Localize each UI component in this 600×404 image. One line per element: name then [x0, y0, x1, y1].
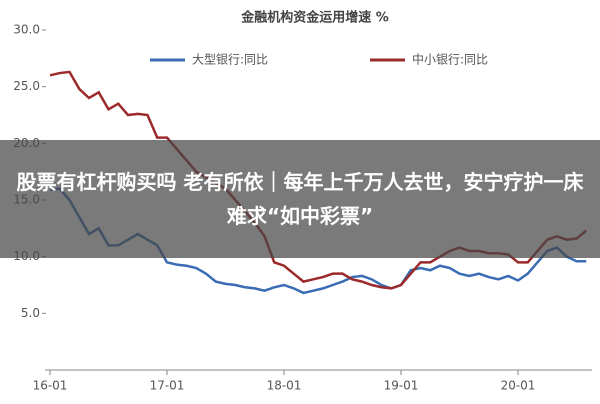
legend-label: 中小银行:同比	[412, 52, 488, 67]
legend-label: 大型银行:同比	[192, 53, 268, 67]
x-tick-label: 16-01	[33, 379, 68, 393]
x-tick-label: 20-01	[501, 379, 536, 393]
caption-text[interactable]: 股票有杠杆购买吗 老有所依｜每年上千万人去世，安宁疗护一床难求“如中彩票”	[16, 170, 584, 228]
caption-banner: 股票有杠杆购买吗 老有所依｜每年上千万人去世，安宁疗护一床难求“如中彩票”	[0, 140, 600, 258]
chart-title: 金融机构资金运用增速 %	[240, 10, 389, 26]
y-tick-label: 30.0	[13, 23, 40, 37]
x-tick-label: 19-01	[384, 379, 419, 393]
y-tick-label: 25.0	[13, 79, 40, 93]
x-tick-label: 17-01	[150, 379, 185, 393]
y-tick-label: 5.0	[21, 306, 40, 320]
x-tick-label: 18-01	[267, 379, 302, 393]
